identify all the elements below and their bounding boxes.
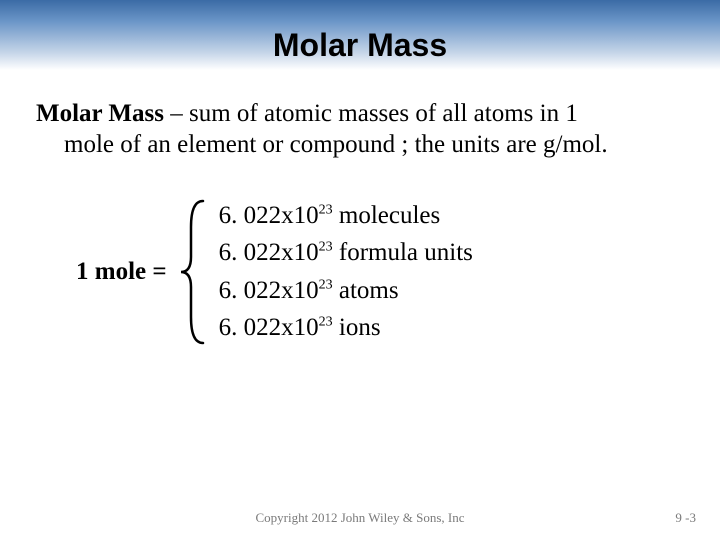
brace-unit: formula units [339,239,473,266]
definition-line1: – sum of atomic masses of all atoms in 1 [164,100,578,127]
brace-unit: ions [339,314,381,341]
definition-line2: mole of an element or compound ; the uni… [36,129,684,160]
curly-brace-icon [179,197,209,347]
brace-unit: atoms [339,277,399,304]
brace-list: 6. 022x1023 molecules 6. 022x1023 formul… [209,197,473,347]
avogadro-exponent: 23 [319,240,333,255]
definition-paragraph: Molar Mass – sum of atomic masses of all… [36,98,684,161]
page-number: 9 -3 [675,510,696,526]
avogadro-number: 6. 022x10 [219,239,319,266]
footer-copyright: Copyright 2012 John Wiley & Sons, Inc [0,510,720,526]
avogadro-exponent: 23 [319,277,333,292]
mole-equivalence-block: 1 mole = 6. 022x1023 molecules 6. 022x10… [36,197,684,347]
brace-item-ions: 6. 022x1023 ions [219,310,473,345]
avogadro-number: 6. 022x10 [219,202,319,229]
brace-item-atoms: 6. 022x1023 atoms [219,273,473,308]
brace-item-formula-units: 6. 022x1023 formula units [219,235,473,270]
header-band: Molar Mass [0,0,720,70]
slide-title: Molar Mass [273,27,447,64]
brace-unit: molecules [339,202,440,229]
mole-label: 1 mole = [76,258,167,286]
brace-group: 6. 022x1023 molecules 6. 022x1023 formul… [179,197,473,347]
content-area: Molar Mass – sum of atomic masses of all… [0,70,720,347]
avogadro-number: 6. 022x10 [219,277,319,304]
avogadro-exponent: 23 [319,202,333,217]
brace-item-molecules: 6. 022x1023 molecules [219,198,473,233]
avogadro-exponent: 23 [319,315,333,330]
avogadro-number: 6. 022x10 [219,314,319,341]
definition-term: Molar Mass [36,100,164,127]
